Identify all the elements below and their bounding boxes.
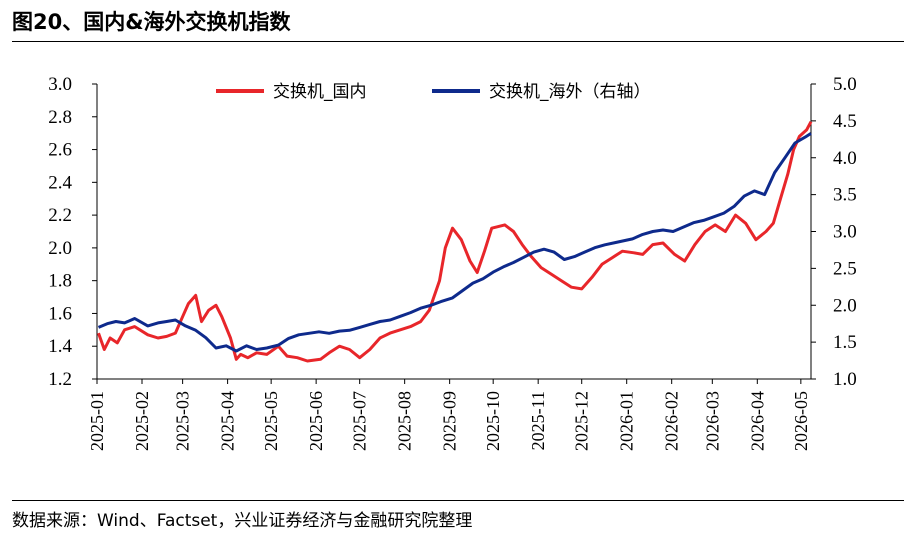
series-line-domestic bbox=[97, 120, 813, 363]
x-tick-label: 2026-05 bbox=[791, 391, 811, 451]
x-tick-label: 2026-02 bbox=[662, 391, 682, 451]
legend-label: 交换机_海外（右轴） bbox=[489, 82, 651, 102]
series-layer bbox=[97, 120, 813, 363]
x-tick-label: 2025-05 bbox=[261, 391, 281, 451]
y-left-tick-label: 2.4 bbox=[48, 172, 72, 193]
x-tick-label: 2025-08 bbox=[395, 391, 415, 451]
legend-label: 交换机_国内 bbox=[273, 82, 367, 102]
x-tick-label: 2025-09 bbox=[440, 391, 460, 451]
y-left-tick-label: 1.2 bbox=[48, 369, 72, 390]
y-left-tick-label: 3.0 bbox=[48, 74, 72, 95]
x-tick-label: 2025-03 bbox=[173, 391, 193, 451]
y-right-tick-label: 1.5 bbox=[833, 332, 857, 353]
y-right-tick-label: 1.0 bbox=[833, 369, 857, 390]
source-divider bbox=[12, 500, 904, 501]
title-divider bbox=[12, 41, 904, 42]
y-left-tick-label: 1.8 bbox=[48, 271, 72, 292]
y-right-tick-label: 3.5 bbox=[833, 185, 857, 206]
series-line-overseas bbox=[97, 132, 812, 353]
y-left-tick-label: 2.2 bbox=[48, 205, 72, 226]
x-tick-label: 2025-11 bbox=[528, 391, 548, 450]
x-tick-label: 2025-10 bbox=[483, 391, 503, 451]
x-tick-label: 2026-01 bbox=[617, 391, 637, 451]
x-tick-label: 2025-06 bbox=[306, 391, 326, 451]
x-tick-label: 2025-02 bbox=[132, 391, 152, 451]
x-tick-label: 2025-01 bbox=[87, 391, 107, 451]
x-tick-label: 2025-07 bbox=[350, 391, 370, 451]
x-tick-label: 2026-04 bbox=[747, 391, 767, 451]
y-right-tick-label: 2.5 bbox=[833, 258, 857, 279]
chart-legend: 交换机_国内 交换机_海外（右轴） bbox=[216, 82, 651, 102]
source-note: 数据来源：Wind、Factset，兴业证券经济与金融研究院整理 bbox=[12, 511, 473, 531]
y-right-tick-label: 2.0 bbox=[833, 295, 857, 316]
x-tick-label: 2026-03 bbox=[702, 391, 722, 451]
y-left-tick-label: 2.0 bbox=[48, 238, 72, 259]
y-right-tick-label: 5.0 bbox=[833, 74, 857, 95]
y-left-tick-label: 1.4 bbox=[48, 336, 72, 357]
x-tick-label: 2025-04 bbox=[218, 391, 238, 451]
y-left-tick-label: 2.8 bbox=[48, 107, 72, 128]
y-right-tick-label: 4.5 bbox=[833, 111, 857, 132]
chart-axes: 1.2 1.4 1.6 1.8 2.0 2.2 2.4 2.6 2.8 3.0 1.0 1.5 2.0 2… bbox=[48, 74, 857, 451]
y-left-tick-label: 1.6 bbox=[48, 303, 72, 324]
y-left-tick-label: 2.6 bbox=[48, 140, 72, 161]
x-tick-label: 2025-12 bbox=[572, 391, 592, 451]
y-right-tick-label: 3.0 bbox=[833, 222, 857, 243]
y-right-tick-label: 4.0 bbox=[833, 148, 857, 169]
chart-svg: 1.2 1.4 1.6 1.8 2.0 2.2 2.4 2.6 2.8 3.0 1.0 1.5 2.0 2… bbox=[48, 74, 857, 451]
figure-title: 图20、国内&海外交换机指数 bbox=[12, 10, 291, 34]
